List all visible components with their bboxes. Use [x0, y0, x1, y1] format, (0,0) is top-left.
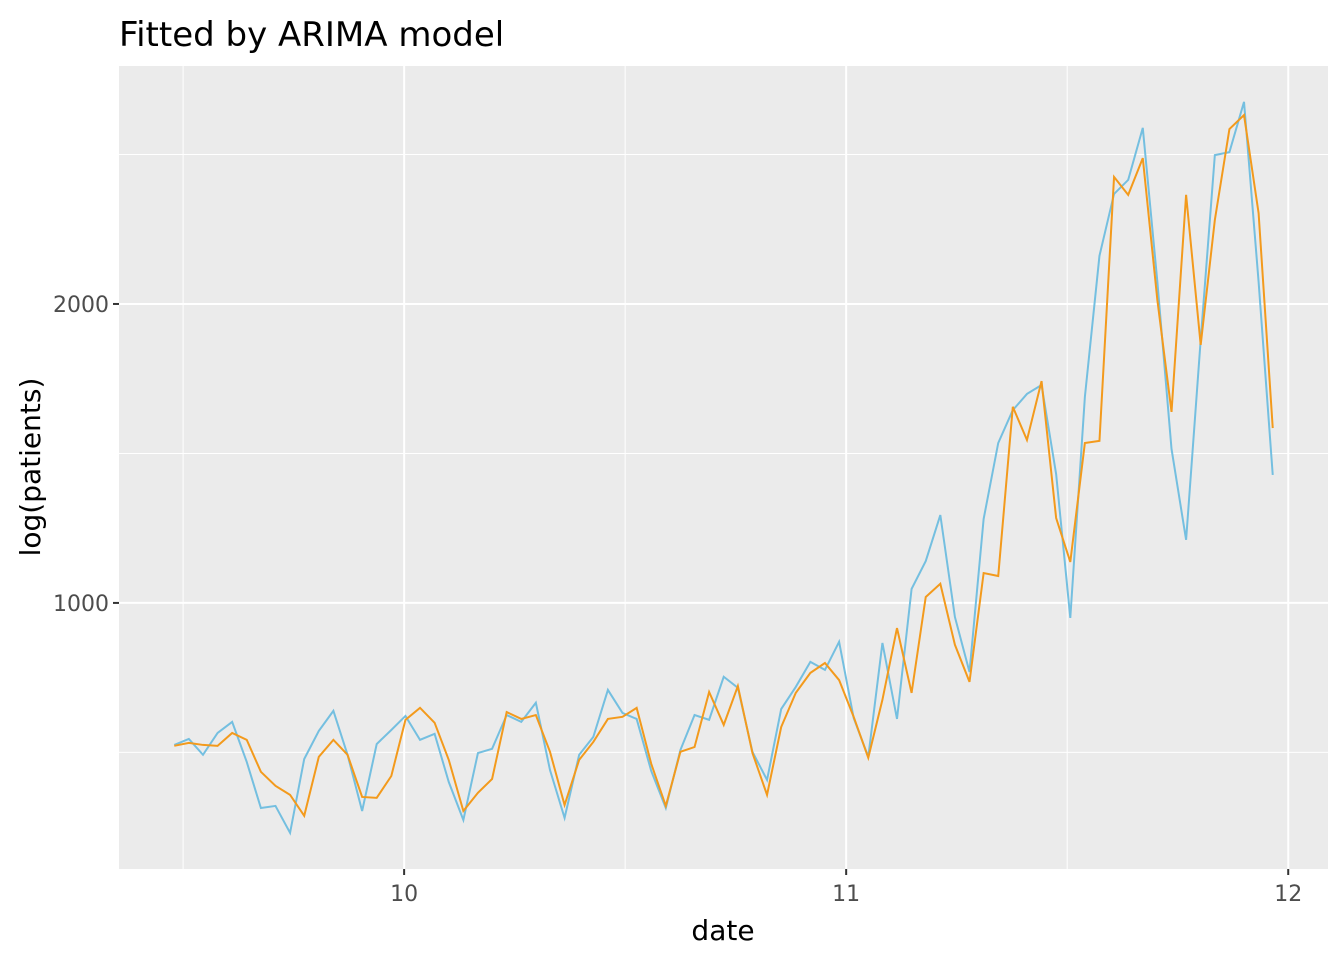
y-tick-label: 2000	[53, 293, 109, 318]
y-tick-label: 1000	[53, 592, 109, 617]
x-axis-title: date	[691, 914, 754, 947]
series-line	[174, 112, 1274, 819]
x-tick-label: 12	[1274, 882, 1302, 907]
chart-title: Fitted by ARIMA model	[119, 15, 504, 55]
x-tick-label: 10	[390, 882, 418, 907]
panel	[119, 66, 1328, 869]
x-tick-label: 11	[832, 882, 860, 907]
y-axis-title: log(patients)	[14, 378, 47, 557]
series-line	[173, 101, 1274, 836]
